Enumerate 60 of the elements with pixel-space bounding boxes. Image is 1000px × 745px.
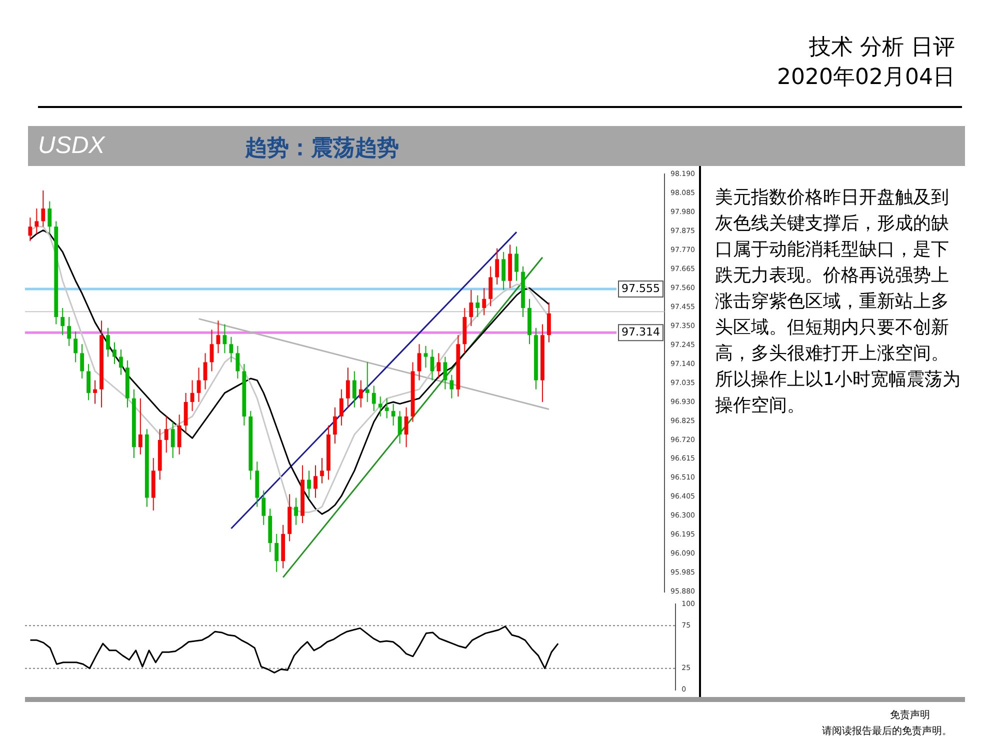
candlestick (333, 406, 337, 444)
candlestick (398, 410, 402, 444)
candlestick (495, 248, 500, 285)
ref-line-label: 97.314 (622, 325, 660, 338)
candlestick (307, 470, 311, 498)
candlestick (274, 533, 279, 572)
candlestick (170, 421, 175, 459)
candlestick (450, 374, 454, 399)
candlestick (262, 490, 266, 526)
chart-subtitle: 趋势：震荡趋势 (245, 135, 399, 163)
candlestick (358, 380, 363, 408)
candlestick (119, 349, 123, 376)
candlestick (384, 398, 389, 419)
candlestick (547, 302, 551, 343)
candlestick (352, 370, 356, 408)
candlestick (28, 217, 32, 242)
candlestick (365, 362, 370, 402)
candlestick (320, 458, 324, 484)
candlestick (203, 352, 208, 390)
candlestick (514, 246, 518, 282)
candlestick (67, 316, 72, 346)
candlestick (417, 344, 422, 381)
candlestick (424, 345, 428, 368)
candlestick (236, 345, 240, 379)
candlestick (488, 266, 493, 307)
candlestick (294, 497, 298, 526)
text: 2020年02月04日 (777, 64, 955, 92)
chart-title: USDX (38, 132, 105, 160)
ref-line-label: 97.555 (622, 282, 660, 295)
candlestick (86, 364, 90, 401)
candlestick (138, 398, 142, 455)
candlestick (404, 406, 408, 448)
candlestick (502, 251, 506, 290)
candlestick (74, 330, 78, 363)
text: 美元指数价格昨日开盘触及到灰色线关键支撑后，形成的缺口属于动能消耗型缺口，是下跌无力表现。价格再说强势上涨击穿紫色区域，重新站上多头区域。但短期内只要不创新高，多头很难打开上涨空间。所以操作上以1小时宽幅震荡为操作空间。 (715, 187, 960, 416)
text: 免责声明 (890, 708, 930, 722)
candlestick (469, 289, 474, 327)
candlestick (106, 327, 110, 358)
candlestick (184, 392, 188, 434)
candlestick (391, 403, 396, 426)
candlestick (80, 344, 84, 379)
candlestick (378, 396, 382, 417)
candlestick (34, 208, 39, 234)
candlestick (112, 342, 116, 365)
candlestick (48, 200, 52, 234)
candlestick (476, 294, 480, 318)
candlestick (60, 307, 65, 336)
candlestick (346, 367, 350, 408)
candlestick (177, 414, 182, 455)
text: 技术 分析 日评 (809, 34, 955, 62)
candlestick (41, 190, 46, 228)
candlestick (482, 288, 486, 316)
candlestick (372, 385, 376, 412)
candlestick (210, 329, 214, 372)
text: 请阅读报告最后的免责声明。 (822, 724, 952, 738)
candlestick (340, 388, 344, 426)
candlestick (93, 380, 97, 404)
candlestick (314, 464, 318, 498)
candlestick (443, 356, 448, 390)
candlestick (164, 416, 168, 454)
